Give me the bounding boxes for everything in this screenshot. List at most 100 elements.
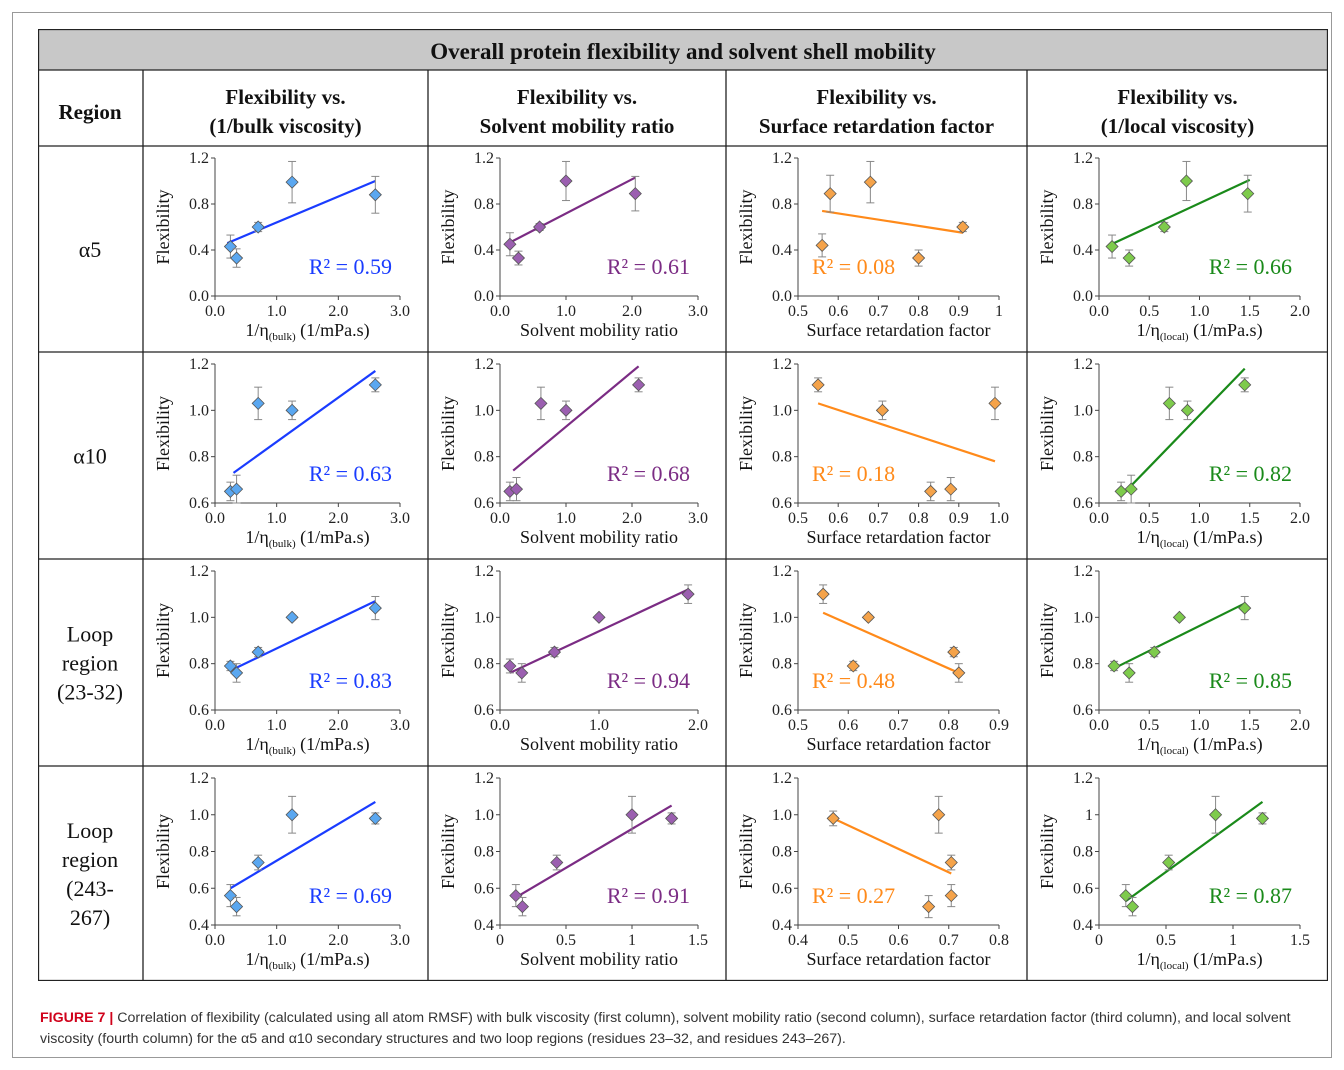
column-header-line: Solvent mobility ratio [480, 114, 675, 138]
y-tick-label: 0.8 [1073, 449, 1093, 466]
r-squared-label: R² = 0.61 [607, 254, 690, 279]
row-label-line: region [62, 847, 118, 872]
data-point [1238, 378, 1252, 392]
data-point [547, 645, 562, 659]
row-label-line: α5 [79, 237, 102, 262]
r-squared-label: R² = 0.27 [812, 883, 895, 908]
data-point [912, 251, 926, 265]
x-tick-label: 0.9 [949, 303, 969, 320]
y-tick-label: 1.0 [1073, 609, 1093, 626]
x-axis-label: 1/η(local) (1/mPa.s) [1136, 734, 1262, 757]
title-band [38, 29, 1328, 70]
data-point [1107, 659, 1121, 673]
y-axis-label: Flexibility [153, 814, 173, 889]
x-tick-label: 1.0 [267, 932, 287, 949]
r-squared-label: R² = 0.83 [309, 668, 392, 693]
x-tick-label: 0.9 [989, 717, 1009, 734]
x-axis-label-main: Surface retardation factor [807, 320, 991, 340]
x-tick-label: 1.0 [556, 303, 576, 320]
x-tick-label: 0.5 [788, 303, 808, 320]
y-axis-label: Flexibility [153, 603, 173, 678]
x-tick-label: 0.0 [490, 717, 510, 734]
x-tick-label: 2.0 [328, 717, 348, 734]
y-tick-label: 0.4 [189, 242, 209, 259]
y-tick-label: 0.8 [474, 196, 494, 213]
data-point [285, 175, 299, 189]
x-axis-label: Surface retardation factor [807, 949, 991, 969]
y-tick-label: 0.6 [474, 880, 494, 897]
plot-2-1: 0.6 0.8 1.0 1.2 0.0 1.0 2.0 Flexibility Solvent … [438, 563, 708, 754]
y-tick-label: 1.2 [1073, 356, 1093, 373]
data-point [815, 238, 829, 252]
table-grid [38, 29, 1328, 981]
y-tick-label: 1.2 [772, 356, 792, 373]
x-axis-label-main: 1/η [245, 320, 268, 340]
y-tick-label: 0.8 [474, 844, 494, 861]
x-axis-label: Solvent mobility ratio [520, 734, 678, 754]
trend-line [1113, 602, 1246, 670]
trend-line [232, 370, 376, 474]
y-tick-label: 0.8 [474, 656, 494, 673]
x-tick-label: 1.5 [1290, 932, 1310, 949]
data-point [285, 808, 299, 822]
y-axis-label: Flexibility [736, 603, 756, 678]
x-tick-label: 2.0 [622, 303, 642, 320]
x-tick-label: 0.5 [1139, 303, 1159, 320]
data-point [285, 403, 299, 417]
data-point [811, 378, 825, 392]
x-tick-label: 1.0 [267, 303, 287, 320]
x-tick-label: 0.6 [838, 717, 858, 734]
x-axis-label-main: Solvent mobility ratio [520, 734, 678, 754]
y-tick-label: 1.2 [772, 150, 792, 167]
y-axis-label: Flexibility [1037, 814, 1057, 889]
trend-line [832, 817, 952, 875]
row-label-line: (243- [66, 876, 114, 901]
y-tick-label: 1.2 [772, 770, 792, 787]
data-point [956, 220, 970, 234]
trend-line [229, 600, 376, 672]
x-tick-label: 0.4 [788, 932, 808, 949]
x-tick-label: 1.0 [989, 510, 1009, 527]
plot-1-3: 0.6 0.8 1.0 1.2 0.0 0.5 1.0 1.5 2.0 Flexibility 1/… [1037, 356, 1310, 550]
y-tick-label: 0.0 [189, 288, 209, 305]
data-point [251, 220, 265, 234]
data-point [534, 396, 548, 410]
x-axis-label-unit: (1/mPa.s) [296, 527, 370, 548]
data-point [988, 396, 1002, 410]
x-axis-label-sub: (bulk) [269, 745, 296, 757]
x-tick-label: 3.0 [688, 303, 708, 320]
x-tick-label: 0.0 [205, 717, 225, 734]
y-tick-label: 0.0 [474, 288, 494, 305]
x-axis-label: Surface retardation factor [807, 320, 991, 340]
data-point [251, 396, 265, 410]
data-point [1162, 396, 1176, 410]
y-tick-label: 0.6 [1073, 495, 1093, 512]
x-axis-label-unit: (1/mPa.s) [1189, 320, 1263, 341]
y-tick-label: 0.6 [772, 495, 792, 512]
y-tick-label: 1.2 [1073, 770, 1093, 787]
data-point [533, 220, 547, 234]
plot-3-0: 0.4 0.6 0.8 1.0 1.2 0.0 1.0 2.0 3.0 Flexibility 1/… [153, 770, 410, 972]
y-tick-label: 1.2 [772, 563, 792, 580]
plot-2-0: 0.6 0.8 1.0 1.2 0.0 1.0 2.0 3.0 Flexibility 1/η(b… [153, 563, 410, 757]
y-tick-label: 1.2 [189, 150, 209, 167]
plot-2-3: 0.6 0.8 1.0 1.2 0.0 0.5 1.0 1.5 2.0 Flexibility 1/… [1037, 563, 1310, 757]
data-point [550, 855, 564, 870]
data-point [368, 188, 382, 202]
column-header-line: Flexibility vs. [816, 85, 936, 109]
trend-line [1120, 367, 1246, 497]
x-tick-label: 0.6 [889, 932, 909, 949]
trend-line [506, 176, 636, 246]
x-tick-label: 0.7 [868, 510, 888, 527]
y-tick-label: 0.8 [189, 196, 209, 213]
x-axis-label-main: Surface retardation factor [807, 527, 991, 547]
r-squared-label: R² = 0.85 [1209, 668, 1292, 693]
y-tick-label: 0.0 [772, 288, 792, 305]
y-tick-label: 0.6 [772, 702, 792, 719]
x-tick-label: 0.0 [1089, 303, 1109, 320]
table-border [38, 29, 1328, 981]
caption-label: FIGURE 7 | [40, 1010, 114, 1026]
x-tick-label: 0 [496, 932, 504, 949]
r-squared-label: R² = 0.87 [1209, 883, 1292, 908]
y-tick-label: 1.2 [474, 356, 494, 373]
